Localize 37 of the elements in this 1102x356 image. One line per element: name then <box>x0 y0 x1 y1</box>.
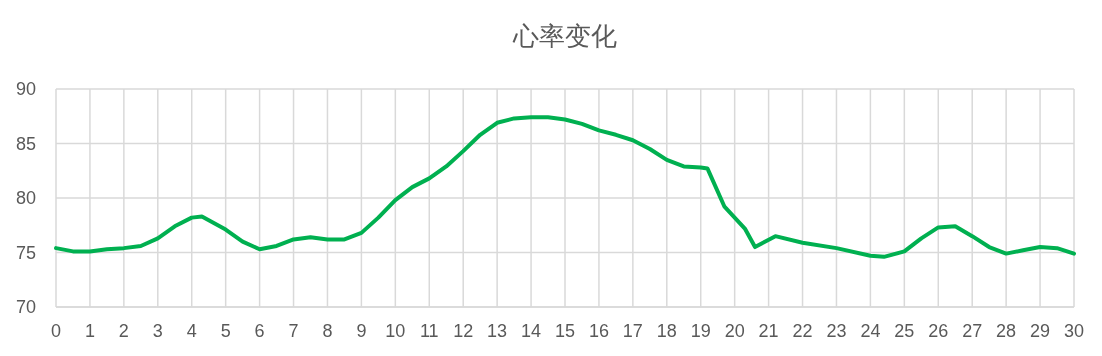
y-tick-label: 90 <box>15 79 36 99</box>
x-tick-label: 12 <box>453 321 474 341</box>
x-tick-label: 13 <box>487 321 508 341</box>
x-tick-label: 19 <box>690 321 711 341</box>
x-tick-label: 8 <box>322 321 333 341</box>
x-tick-label: 15 <box>554 321 576 341</box>
chart-title: 心率变化 <box>512 21 617 51</box>
x-tick-label: 7 <box>288 321 299 341</box>
x-tick-label: 26 <box>928 321 949 341</box>
x-tick-label: 23 <box>826 321 847 341</box>
x-tick-label: 4 <box>186 321 197 341</box>
y-tick-label: 80 <box>15 188 36 208</box>
x-tick-label: 30 <box>1063 321 1085 341</box>
x-tick-label: 10 <box>385 321 406 341</box>
x-tick-label: 22 <box>792 321 813 341</box>
x-tick-label: 2 <box>118 321 129 341</box>
x-tick-label: 20 <box>724 321 745 341</box>
x-tick-label: 14 <box>521 321 542 341</box>
x-tick-label: 27 <box>962 321 983 341</box>
x-tick-label: 0 <box>50 321 62 341</box>
x-tick-label: 6 <box>254 321 265 341</box>
x-tick-label: 11 <box>419 321 439 341</box>
x-tick-label: 28 <box>996 321 1017 341</box>
x-tick-label: 3 <box>152 321 163 341</box>
y-tick-label: 70 <box>15 297 36 317</box>
x-tick-label: 18 <box>656 321 677 341</box>
x-tick-label: 29 <box>1030 321 1051 341</box>
x-tick-label: 25 <box>894 321 915 341</box>
y-tick-label: 75 <box>15 242 36 263</box>
x-tick-label: 24 <box>860 321 881 341</box>
x-tick-label: 16 <box>588 321 609 341</box>
x-tick-label: 21 <box>758 321 779 341</box>
x-tick-label: 5 <box>220 321 231 341</box>
x-tick-label: 1 <box>84 321 95 341</box>
x-tick-label: 9 <box>356 321 367 341</box>
y-tick-label: 85 <box>15 133 36 154</box>
x-tick-label: 17 <box>622 321 643 341</box>
